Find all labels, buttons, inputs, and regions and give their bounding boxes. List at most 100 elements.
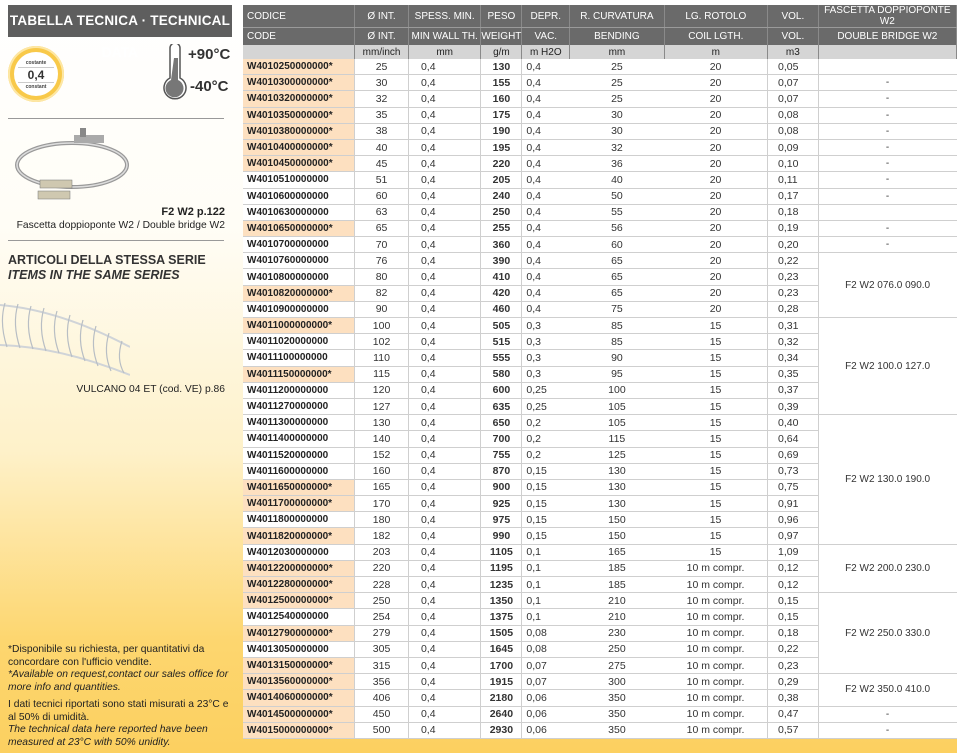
cell-weight: 1375	[480, 608, 523, 626]
cell-bending-radius: 130	[569, 479, 665, 497]
cell-vacuum: 0,06	[521, 722, 570, 739]
cell-code: W4014500000000*	[243, 706, 356, 723]
header-weight: WEIGHT	[480, 27, 523, 45]
table-row: W4011000000000* 100 0,4 505 0,3 85 15 0,31 F2 W2…	[243, 316, 957, 416]
table-row: W4012280000000* 228 0,4 1235 0,1 185 10 m comp…	[243, 576, 957, 594]
cell-vacuum: 0,3	[521, 333, 570, 351]
cell-code: W4010510000000	[243, 171, 356, 189]
accessory-caption: Fascetta doppioponte W2 / Double bridge …	[16, 220, 225, 231]
cell-inner-diameter: 279	[354, 625, 409, 642]
cell-weight: 1235	[480, 576, 523, 594]
cell-volume: 0,28	[767, 301, 819, 319]
cell-bending-radius: 105	[569, 398, 665, 416]
cell-code: W4013050000000	[243, 641, 356, 658]
table-row: W4011820000000* 182 0,4 990 0,15 150 15 0,97	[243, 527, 957, 545]
cell-weight: 2930	[480, 722, 523, 739]
cell-weight: 190	[480, 122, 523, 140]
divider	[8, 118, 224, 119]
cell-inner-diameter: 356	[354, 673, 409, 691]
cell-volume: 0,12	[767, 560, 819, 578]
cell-code: W4010600000000	[243, 188, 356, 205]
cell-volume: 0,39	[767, 398, 819, 416]
cell-bending-radius: 30	[569, 122, 665, 140]
cell-bending-radius: 50	[569, 188, 665, 205]
cell-min-wall-thickness: 0,4	[408, 366, 482, 383]
table-row: W4011700000000* 170 0,4 925 0,15 130 15 0,91	[243, 495, 957, 513]
cell-code: W4012790000000*	[243, 625, 356, 642]
cell-bending-radius: 30	[569, 107, 665, 124]
cell-weight: 925	[480, 495, 523, 513]
cell-vacuum: 0,1	[521, 543, 570, 561]
cell-volume: 0,18	[767, 625, 819, 642]
table-row: W4010300000000* 30 0,4 155 0,4 25 20 0,07-	[243, 74, 957, 92]
cell-inner-diameter: 127	[354, 398, 409, 416]
cell-code: W4010900000000	[243, 301, 356, 319]
cell-bending-radius: 65	[569, 285, 665, 302]
cell-volume: 0,15	[767, 608, 819, 626]
cell-min-wall-thickness: 0,4	[408, 689, 482, 707]
cell-inner-diameter: 60	[354, 188, 409, 205]
cell-code: W4011270000000	[243, 398, 356, 416]
cell-volume: 0,32	[767, 333, 819, 351]
cell-coil-length: 10 m compr.	[664, 592, 768, 610]
cell-min-wall-thickness: 0,4	[408, 463, 482, 480]
cell-bending-radius: 25	[569, 59, 665, 76]
table-row: W4010510000000 51 0,4 205 0,4 40 20 0,11-	[243, 171, 957, 189]
cell-double-bridge-clamp: -	[817, 220, 957, 238]
cell-double-bridge-clamp: F2 W2 350.0 410.0	[817, 673, 957, 707]
cell-min-wall-thickness: 0,4	[408, 252, 482, 270]
header-min-wall-thickness: mm	[408, 45, 482, 59]
cell-inner-diameter: 32	[354, 90, 409, 108]
table-row: W4010250000000* 25 0,4 130 0,4 25 20 0,05	[243, 59, 957, 76]
cell-double-bridge-clamp: -	[817, 155, 957, 173]
header-coil-length: LG. ROTOLO	[664, 5, 768, 28]
note-availability-it: *Disponibile su richiesta, per quantitat…	[8, 644, 205, 668]
cell-bending-radius: 250	[569, 641, 665, 658]
cell-min-wall-thickness: 0,4	[408, 220, 482, 238]
cell-min-wall-thickness: 0,4	[408, 722, 482, 739]
cell-bending-radius: 85	[569, 316, 665, 335]
cell-vacuum: 0,15	[521, 511, 570, 529]
cell-weight: 175	[480, 107, 523, 124]
cell-coil-length: 15	[664, 316, 768, 335]
cell-code: W4010400000000*	[243, 138, 356, 157]
cell-weight: 1505	[480, 625, 523, 642]
cell-coil-length: 10 m compr.	[664, 706, 768, 723]
cell-coil-length: 15	[664, 447, 768, 464]
cell-min-wall-thickness: 0,4	[408, 657, 482, 675]
cell-vacuum: 0,25	[521, 398, 570, 416]
cell-coil-length: 15	[664, 333, 768, 351]
max-temperature: +90°C	[188, 46, 231, 63]
cell-inner-diameter: 250	[354, 592, 409, 610]
cell-code: W4010450000000*	[243, 155, 356, 173]
cell-bending-radius: 150	[569, 511, 665, 529]
cell-vacuum: 0,2	[521, 447, 570, 464]
cell-inner-diameter: 80	[354, 268, 409, 286]
note-conditions-it: I dati tecnici riportati sono stati misu…	[8, 699, 229, 723]
cell-bending-radius: 350	[569, 706, 665, 723]
cell-coil-length: 20	[664, 252, 768, 270]
cell-volume: 0,22	[767, 641, 819, 658]
cell-coil-length: 10 m compr.	[664, 576, 768, 594]
cell-min-wall-thickness: 0,4	[408, 382, 482, 399]
cell-bending-radius: 90	[569, 349, 665, 367]
cell-volume: 0,12	[767, 576, 819, 594]
cell-min-wall-thickness: 0,4	[408, 511, 482, 529]
cell-code: W4015000000000*	[243, 722, 356, 739]
cell-weight: 240	[480, 188, 523, 205]
cell-coil-length: 15	[664, 511, 768, 529]
cell-volume: 0,75	[767, 479, 819, 497]
cell-weight: 250	[480, 204, 523, 221]
cell-weight: 360	[480, 236, 523, 254]
cell-bending-radius: 115	[569, 430, 665, 448]
cell-vacuum: 0,15	[521, 463, 570, 480]
table-row: W4011300000000 130 0,4 650 0,2 105 15 0,40 F2 W2…	[243, 414, 957, 545]
cell-code: W4010700000000	[243, 236, 356, 254]
cell-volume: 0,17	[767, 188, 819, 205]
cell-bending-radius: 230	[569, 625, 665, 642]
cell-volume: 0,20	[767, 236, 819, 254]
cell-inner-diameter: 140	[354, 430, 409, 448]
cell-double-bridge-clamp: F2 W2 100.0 127.0	[817, 316, 957, 416]
left-panel: TABELLA TECNICA · TECHNICAL DATA costant…	[0, 0, 240, 753]
cell-inner-diameter: 51	[354, 171, 409, 189]
